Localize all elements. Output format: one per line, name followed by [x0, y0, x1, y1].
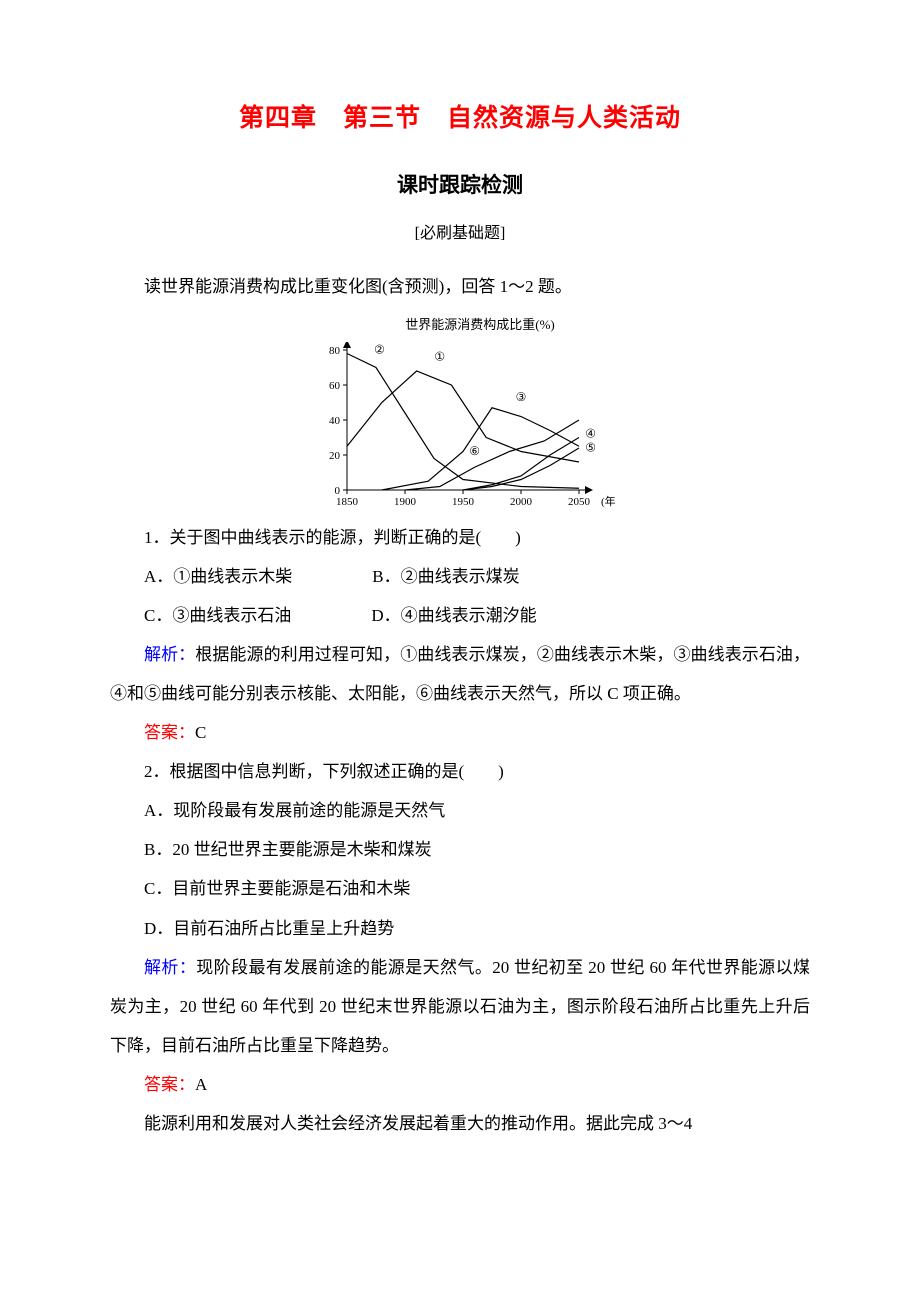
- q2-option-b: B．20 世纪世界主要能源是木柴和煤炭: [110, 830, 810, 869]
- q1-option-c: C．③曲线表示石油: [144, 606, 291, 625]
- q2-analysis: 解析：现阶段最有发展前途的能源是天然气。20 世纪初至 20 世纪 60 年代世…: [110, 948, 810, 1065]
- tail-text: 能源利用和发展对人类社会经济发展起着重大的推动作用。据此完成 3～4: [110, 1104, 810, 1143]
- svg-text:②: ②: [374, 342, 385, 356]
- q1-answer-text: C: [195, 723, 206, 742]
- q1-option-d: D．④曲线表示潮汐能: [371, 606, 536, 625]
- svg-text:40: 40: [329, 415, 341, 427]
- answer-label: 答案：: [144, 1075, 195, 1094]
- chart-caption: 世界能源消费构成比重(%): [110, 310, 810, 340]
- page-title: 第四章 第三节 自然资源与人类活动: [110, 90, 810, 148]
- svg-text:1850: 1850: [336, 496, 359, 508]
- svg-text:④: ④: [585, 426, 596, 440]
- q2-stem: 2．根据图中信息判断，下列叙述正确的是( ): [110, 752, 810, 791]
- intro-text: 读世界能源消费构成比重变化图(含预测)，回答 1～2 题。: [110, 267, 810, 306]
- q2-option-a: A．现阶段最有发展前途的能源是天然气: [110, 791, 810, 830]
- q1-stem: 1．关于图中曲线表示的能源，判断正确的是( ): [110, 518, 810, 557]
- chart-container: 世界能源消费构成比重(%) 02040608018501900195020002…: [110, 310, 810, 512]
- q2-answer-text: A: [195, 1075, 207, 1094]
- q2-option-c: C．目前世界主要能源是石油和木柴: [110, 869, 810, 908]
- svg-text:1900: 1900: [394, 496, 417, 508]
- q2-option-d: D．目前石油所占比重呈上升趋势: [110, 909, 810, 948]
- svg-text:①: ①: [434, 349, 445, 363]
- svg-text:⑥: ⑥: [469, 444, 480, 458]
- svg-text:③: ③: [516, 389, 527, 403]
- section-label: [必刷基础题]: [110, 216, 810, 253]
- energy-chart: 02040608018501900195020002050(年)①②③④⑤⑥: [305, 342, 615, 512]
- q1-options-row2: C．③曲线表示石油 D．④曲线表示潮汐能: [110, 596, 810, 635]
- q2-analysis-text: 现阶段最有发展前途的能源是天然气。20 世纪初至 20 世纪 60 年代世界能源…: [110, 958, 810, 1055]
- svg-text:20: 20: [329, 450, 341, 462]
- svg-text:80: 80: [329, 345, 341, 357]
- q1-options-row1: A．①曲线表示木柴 B．②曲线表示煤炭: [110, 557, 810, 596]
- page-subtitle: 课时跟踪检测: [110, 162, 810, 210]
- q1-answer: 答案：C: [110, 713, 810, 752]
- analysis-label: 解析：: [144, 958, 196, 977]
- q1-analysis-text: 根据能源的利用过程可知，①曲线表示煤炭，②曲线表示木柴，③曲线表示石油，④和⑤曲…: [110, 645, 810, 703]
- q1-option-a: A．①曲线表示木柴: [144, 567, 292, 586]
- svg-text:⑤: ⑤: [585, 440, 596, 454]
- svg-text:1950: 1950: [452, 496, 475, 508]
- q2-answer: 答案：A: [110, 1065, 810, 1104]
- analysis-label: 解析：: [144, 645, 195, 664]
- answer-label: 答案：: [144, 723, 195, 742]
- svg-text:60: 60: [329, 380, 341, 392]
- svg-text:(年): (年): [601, 494, 615, 508]
- svg-text:2050: 2050: [568, 496, 591, 508]
- q1-analysis: 解析：根据能源的利用过程可知，①曲线表示煤炭，②曲线表示木柴，③曲线表示石油，④…: [110, 635, 810, 713]
- svg-text:2000: 2000: [510, 496, 533, 508]
- q1-option-b: B．②曲线表示煤炭: [372, 567, 519, 586]
